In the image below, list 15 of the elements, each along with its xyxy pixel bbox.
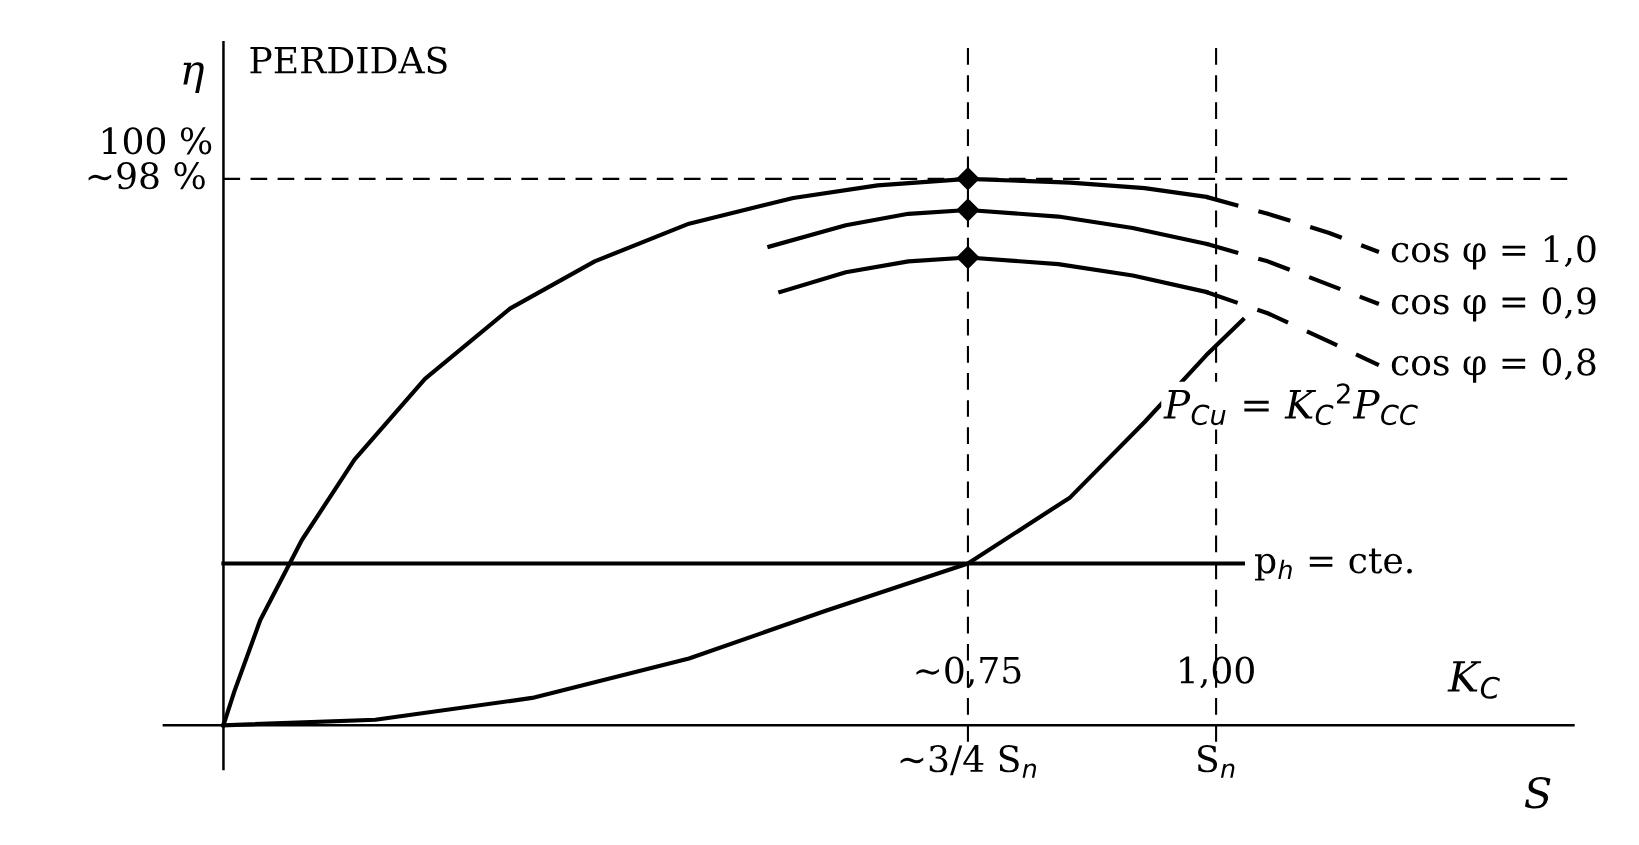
ref-line-label: ∼3/4 S$_{n}$ bbox=[900, 745, 1037, 778]
ref-line-label: ∼98 % bbox=[88, 162, 205, 190]
text: 100 % bbox=[102, 127, 212, 155]
series-label: cos φ = 0,9 bbox=[1391, 287, 1596, 322]
x-tick-label: ∼0,75 bbox=[916, 656, 1021, 689]
y-axis-title: η bbox=[183, 62, 204, 94]
series-label: cos φ = 1,0 bbox=[1391, 235, 1596, 270]
annotation: P$_{Cu}$ = K$_{C}$$^{2}$P$_{CC}$ bbox=[1163, 383, 1418, 426]
x-axis-title: K$_{C}$ bbox=[1447, 661, 1500, 699]
series-label: p$_{h}$ = cte. bbox=[1255, 548, 1412, 581]
series-label: cos φ = 0,8 bbox=[1391, 348, 1596, 383]
x-tick-label: 1,00 bbox=[1180, 656, 1254, 689]
text: PERDIDAS bbox=[250, 46, 447, 74]
ref-line-label: S$_{n}$ bbox=[1198, 745, 1235, 778]
text: S bbox=[1524, 776, 1551, 809]
